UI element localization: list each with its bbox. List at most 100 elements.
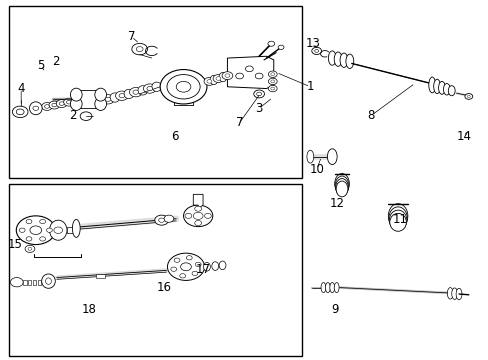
Circle shape xyxy=(63,98,74,106)
Circle shape xyxy=(464,94,472,99)
Circle shape xyxy=(193,212,203,220)
Circle shape xyxy=(163,215,173,222)
Ellipse shape xyxy=(72,220,80,237)
Circle shape xyxy=(467,95,469,98)
Ellipse shape xyxy=(152,82,161,91)
Circle shape xyxy=(46,228,52,232)
Ellipse shape xyxy=(451,288,457,300)
Bar xyxy=(9,6,302,178)
Circle shape xyxy=(224,74,229,77)
Circle shape xyxy=(66,100,71,104)
Ellipse shape xyxy=(447,86,454,96)
Text: 5: 5 xyxy=(37,59,44,72)
Circle shape xyxy=(206,80,211,83)
Ellipse shape xyxy=(328,51,335,65)
Circle shape xyxy=(80,112,92,121)
Ellipse shape xyxy=(428,77,435,93)
Circle shape xyxy=(119,94,124,98)
Circle shape xyxy=(270,73,274,76)
Circle shape xyxy=(270,87,274,90)
Bar xyxy=(96,274,104,278)
Text: 2: 2 xyxy=(69,109,77,122)
Circle shape xyxy=(49,101,60,109)
Ellipse shape xyxy=(334,174,348,194)
Text: 4: 4 xyxy=(18,82,25,95)
Circle shape xyxy=(133,90,139,94)
Ellipse shape xyxy=(219,72,226,82)
Circle shape xyxy=(268,78,277,85)
Circle shape xyxy=(268,71,277,77)
Circle shape xyxy=(180,274,185,278)
Text: 16: 16 xyxy=(156,281,171,294)
Text: 3: 3 xyxy=(255,102,262,115)
Circle shape xyxy=(115,91,128,100)
Circle shape xyxy=(59,102,64,105)
Circle shape xyxy=(194,221,201,226)
Text: 12: 12 xyxy=(329,197,344,210)
Circle shape xyxy=(56,100,67,108)
Ellipse shape xyxy=(29,102,42,115)
Circle shape xyxy=(136,46,143,51)
Text: 13: 13 xyxy=(305,37,320,50)
Circle shape xyxy=(278,45,284,49)
Text: 11: 11 xyxy=(392,213,407,226)
Bar xyxy=(38,280,41,285)
Bar xyxy=(33,280,36,285)
Circle shape xyxy=(28,247,32,250)
Ellipse shape xyxy=(329,283,334,293)
Ellipse shape xyxy=(333,283,338,293)
Ellipse shape xyxy=(138,86,147,95)
Ellipse shape xyxy=(388,207,407,229)
Circle shape xyxy=(256,92,261,96)
Ellipse shape xyxy=(219,261,225,270)
Ellipse shape xyxy=(327,149,336,165)
Bar xyxy=(9,184,302,356)
Ellipse shape xyxy=(388,210,406,230)
Circle shape xyxy=(166,75,200,99)
Circle shape xyxy=(253,90,264,98)
Circle shape xyxy=(26,219,32,224)
Ellipse shape xyxy=(438,81,445,94)
Circle shape xyxy=(216,77,221,80)
Ellipse shape xyxy=(335,179,347,196)
Text: 8: 8 xyxy=(367,109,374,122)
Circle shape xyxy=(245,66,253,72)
Text: 6: 6 xyxy=(171,130,179,144)
Circle shape xyxy=(155,215,168,225)
Ellipse shape xyxy=(95,98,106,111)
Circle shape xyxy=(235,73,243,79)
Ellipse shape xyxy=(306,150,313,163)
Ellipse shape xyxy=(95,88,106,101)
Circle shape xyxy=(186,256,192,260)
Circle shape xyxy=(16,216,55,244)
Ellipse shape xyxy=(70,98,82,111)
Ellipse shape xyxy=(49,220,67,240)
Circle shape xyxy=(12,106,28,118)
Circle shape xyxy=(311,47,321,54)
Circle shape xyxy=(30,226,41,234)
Ellipse shape xyxy=(455,288,461,300)
Text: 18: 18 xyxy=(82,303,97,316)
Bar xyxy=(28,280,31,285)
Ellipse shape xyxy=(339,53,347,67)
Circle shape xyxy=(255,73,263,79)
Circle shape xyxy=(167,253,204,280)
Text: 9: 9 xyxy=(330,303,338,316)
Circle shape xyxy=(268,85,277,92)
Text: 7: 7 xyxy=(235,116,243,129)
Circle shape xyxy=(158,218,164,222)
Ellipse shape xyxy=(70,88,82,101)
Circle shape xyxy=(132,43,147,55)
Circle shape xyxy=(16,109,24,115)
Text: 17: 17 xyxy=(195,263,210,276)
Circle shape xyxy=(170,267,176,271)
Circle shape xyxy=(183,205,212,226)
Ellipse shape xyxy=(325,283,330,293)
Circle shape xyxy=(203,77,214,85)
Circle shape xyxy=(222,72,232,80)
Circle shape xyxy=(267,41,274,46)
Text: 14: 14 xyxy=(455,130,470,144)
Circle shape xyxy=(270,80,274,83)
Circle shape xyxy=(44,105,49,108)
Circle shape xyxy=(26,237,32,241)
